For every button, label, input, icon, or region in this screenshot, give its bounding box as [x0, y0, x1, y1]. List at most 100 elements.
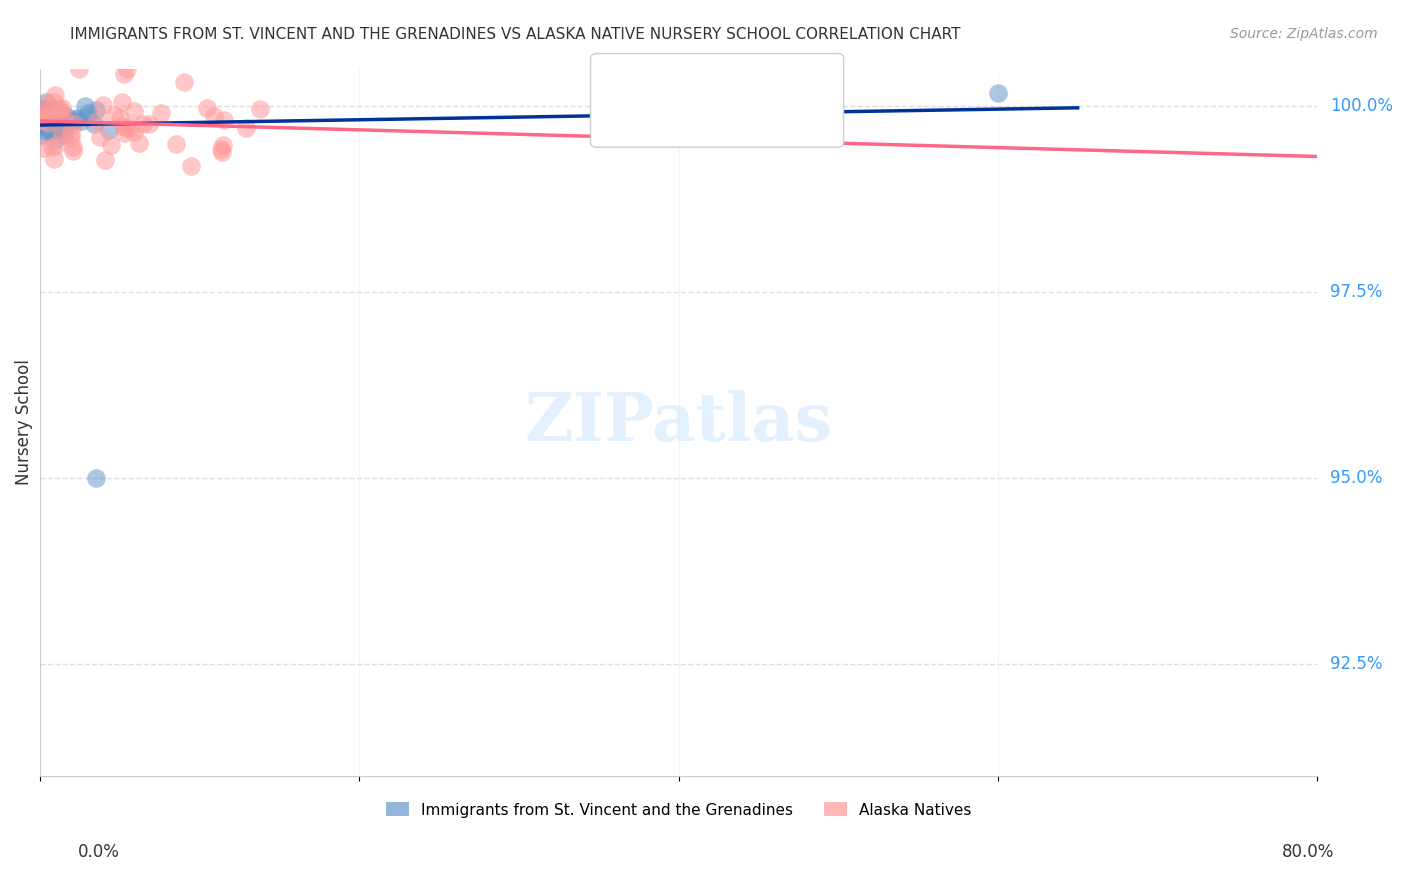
Point	[100, 137, 122, 152]
Point	[45, 137, 67, 152]
Point	[165, 136, 187, 151]
Point	[41, 102, 63, 116]
Point	[32, 118, 55, 132]
Point	[111, 95, 134, 109]
Point	[83, 117, 105, 131]
Point	[58, 113, 80, 128]
Y-axis label: Nursery School: Nursery School	[15, 359, 32, 485]
Point	[49, 120, 72, 134]
Point	[115, 62, 138, 76]
Point	[31, 107, 53, 121]
Text: ■: ■	[614, 113, 633, 133]
Point	[35, 97, 58, 112]
Point	[211, 137, 233, 152]
Text: 95.0%: 95.0%	[1330, 469, 1382, 487]
Point	[32, 117, 55, 131]
Point	[42, 95, 65, 110]
Point	[34, 102, 56, 116]
Point	[235, 121, 257, 136]
Point	[149, 105, 172, 120]
Point	[32, 120, 55, 134]
Point	[211, 143, 233, 157]
Point	[32, 141, 55, 155]
Point	[31, 106, 53, 120]
Point	[42, 152, 65, 166]
Point	[93, 153, 115, 168]
Point	[39, 124, 62, 138]
Text: 92.5%: 92.5%	[1330, 656, 1382, 673]
Point	[52, 110, 75, 124]
Point	[31, 111, 53, 125]
Point	[32, 113, 55, 128]
Text: R = 0.388   N = 72: R = 0.388 N = 72	[640, 73, 824, 91]
Text: Source: ZipAtlas.com: Source: ZipAtlas.com	[1230, 27, 1378, 41]
Point	[67, 111, 90, 125]
Text: 0.0%: 0.0%	[77, 843, 120, 861]
Point	[44, 112, 66, 126]
Point	[34, 104, 56, 119]
Point	[37, 115, 59, 129]
Point	[35, 112, 58, 127]
Point	[41, 140, 63, 154]
Point	[987, 87, 1010, 101]
Point	[30, 103, 52, 117]
Point	[76, 111, 98, 125]
Point	[48, 122, 70, 136]
Point	[41, 111, 63, 125]
Point	[38, 110, 60, 124]
Point	[63, 117, 86, 131]
Point	[65, 112, 87, 126]
Point	[128, 136, 150, 150]
Point	[41, 116, 63, 130]
Point	[67, 62, 90, 76]
Point	[49, 103, 72, 118]
Point	[30, 128, 52, 142]
Point	[103, 108, 125, 122]
Point	[44, 88, 66, 103]
Point	[122, 104, 145, 119]
Point	[69, 113, 91, 128]
Point	[197, 101, 219, 115]
Text: R = 0.400   N = 56: R = 0.400 N = 56	[640, 114, 824, 132]
Point	[112, 126, 135, 140]
Point	[30, 117, 52, 131]
Point	[46, 119, 69, 133]
Point	[62, 145, 84, 159]
Point	[52, 110, 75, 124]
Point	[35, 122, 58, 136]
Point	[132, 117, 155, 131]
Point	[38, 113, 60, 128]
Point	[32, 115, 55, 129]
Point	[35, 95, 58, 109]
Point	[44, 115, 66, 129]
Point	[98, 123, 121, 137]
Point	[111, 119, 134, 133]
Point	[46, 115, 69, 129]
Point	[249, 102, 271, 116]
Text: 97.5%: 97.5%	[1330, 283, 1382, 301]
Point	[44, 121, 66, 136]
Point	[55, 120, 77, 134]
Point	[59, 126, 82, 140]
Legend: Immigrants from St. Vincent and the Grenadines, Alaska Natives: Immigrants from St. Vincent and the Gren…	[378, 795, 979, 825]
Point	[35, 124, 58, 138]
Point	[34, 112, 56, 127]
Point	[34, 113, 56, 128]
Point	[173, 75, 195, 89]
Point	[30, 107, 52, 121]
Point	[30, 112, 52, 126]
Point	[56, 113, 79, 128]
Text: ■: ■	[614, 72, 633, 92]
Point	[120, 120, 142, 135]
Point	[41, 108, 63, 122]
Point	[62, 140, 84, 154]
Point	[30, 117, 52, 131]
Point	[37, 116, 59, 130]
Point	[35, 111, 58, 125]
Point	[55, 109, 77, 123]
Point	[115, 120, 138, 135]
Point	[31, 106, 53, 120]
Point	[31, 108, 53, 122]
Point	[84, 103, 107, 117]
Point	[37, 115, 59, 129]
